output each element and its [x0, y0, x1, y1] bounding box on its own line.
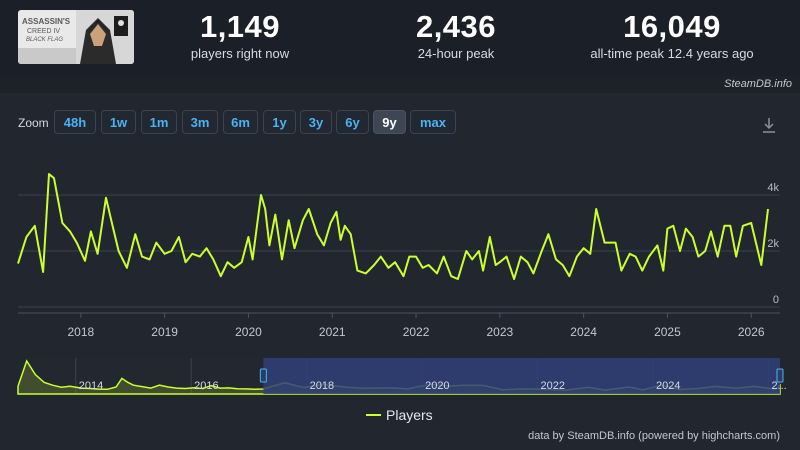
- stat-24h-peak: 2,436 24-hour peak: [396, 8, 516, 62]
- stat-label: 24-hour peak: [417, 46, 495, 61]
- stat-value: 2,436: [415, 9, 497, 44]
- zoom-1y-button[interactable]: 1y: [263, 110, 296, 134]
- zoom-6y-button[interactable]: 6y: [336, 110, 369, 134]
- zoom-max-button[interactable]: max: [410, 110, 456, 134]
- stat-all-time-peak: 16,049 all-time peak 12.4 years ago: [582, 8, 762, 62]
- stat-label: all-time peak 12.4 years ago: [590, 46, 754, 61]
- zoom-3m-button[interactable]: 3m: [182, 110, 218, 134]
- highcharts-credit[interactable]: data by SteamDB.info (powered by highcha…: [528, 430, 780, 442]
- zoom-48h-button[interactable]: 48h: [54, 110, 96, 134]
- zoom-1m-button[interactable]: 1m: [141, 110, 177, 134]
- zoom-9y-button[interactable]: 9y: [373, 110, 406, 134]
- stat-value: 1,149: [199, 9, 281, 44]
- download-icon[interactable]: [760, 116, 778, 134]
- game-cover-image[interactable]: ASSASSIN'S CREED IV BLACK FLAG: [18, 10, 134, 64]
- cover-title-text: CREED IV: [27, 28, 60, 35]
- steamdb-credit[interactable]: SteamDB.info: [724, 78, 792, 90]
- zoom-1w-button[interactable]: 1w: [101, 110, 136, 134]
- cover-title-text: BLACK FLAG: [26, 37, 63, 43]
- stat-label: players right now: [190, 46, 290, 61]
- zoom-label: Zoom: [18, 116, 49, 130]
- zoom-6m-button[interactable]: 6m: [223, 110, 258, 134]
- cover-title-text: ASSASSIN'S: [22, 17, 71, 26]
- stat-value: 16,049: [623, 9, 721, 44]
- zoom-3y-button[interactable]: 3y: [300, 110, 332, 134]
- game-cover-art: ASSASSIN'S CREED IV BLACK FLAG: [18, 10, 134, 64]
- chart-panel: [0, 93, 800, 450]
- stat-players-now: 1,149 players right now: [180, 8, 300, 62]
